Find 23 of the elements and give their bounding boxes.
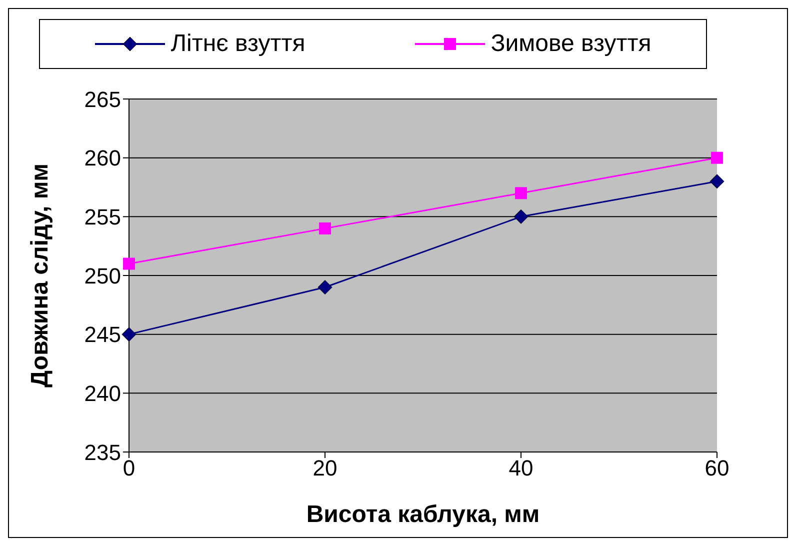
y-tick-label: 255 [84, 204, 121, 230]
x-tick-label: 0 [122, 456, 136, 481]
point [318, 280, 332, 295]
x-tick-label: 20 [312, 456, 338, 481]
y-tick-label: 265 [84, 86, 121, 112]
y-axis-title: Довжина сліду, мм [26, 164, 54, 388]
point [319, 222, 331, 234]
legend-label: Літнє взуття [170, 30, 306, 58]
point [711, 152, 723, 164]
y-tick-label: 250 [84, 263, 121, 288]
y-tick-label: 235 [84, 440, 121, 465]
point [514, 209, 528, 224]
x-axis-title: Висота каблука, мм [306, 501, 540, 528]
legend-label: Зимове взуття [490, 30, 652, 58]
y-tick-label: 260 [84, 146, 121, 171]
y-tick-label: 240 [84, 380, 121, 406]
point [710, 174, 724, 189]
x-tick-label: 40 [508, 456, 534, 481]
point [515, 187, 527, 200]
y-tick-label: 245 [84, 322, 121, 348]
point [122, 327, 136, 342]
point [123, 258, 135, 270]
x-tick-label: 60 [704, 456, 730, 481]
